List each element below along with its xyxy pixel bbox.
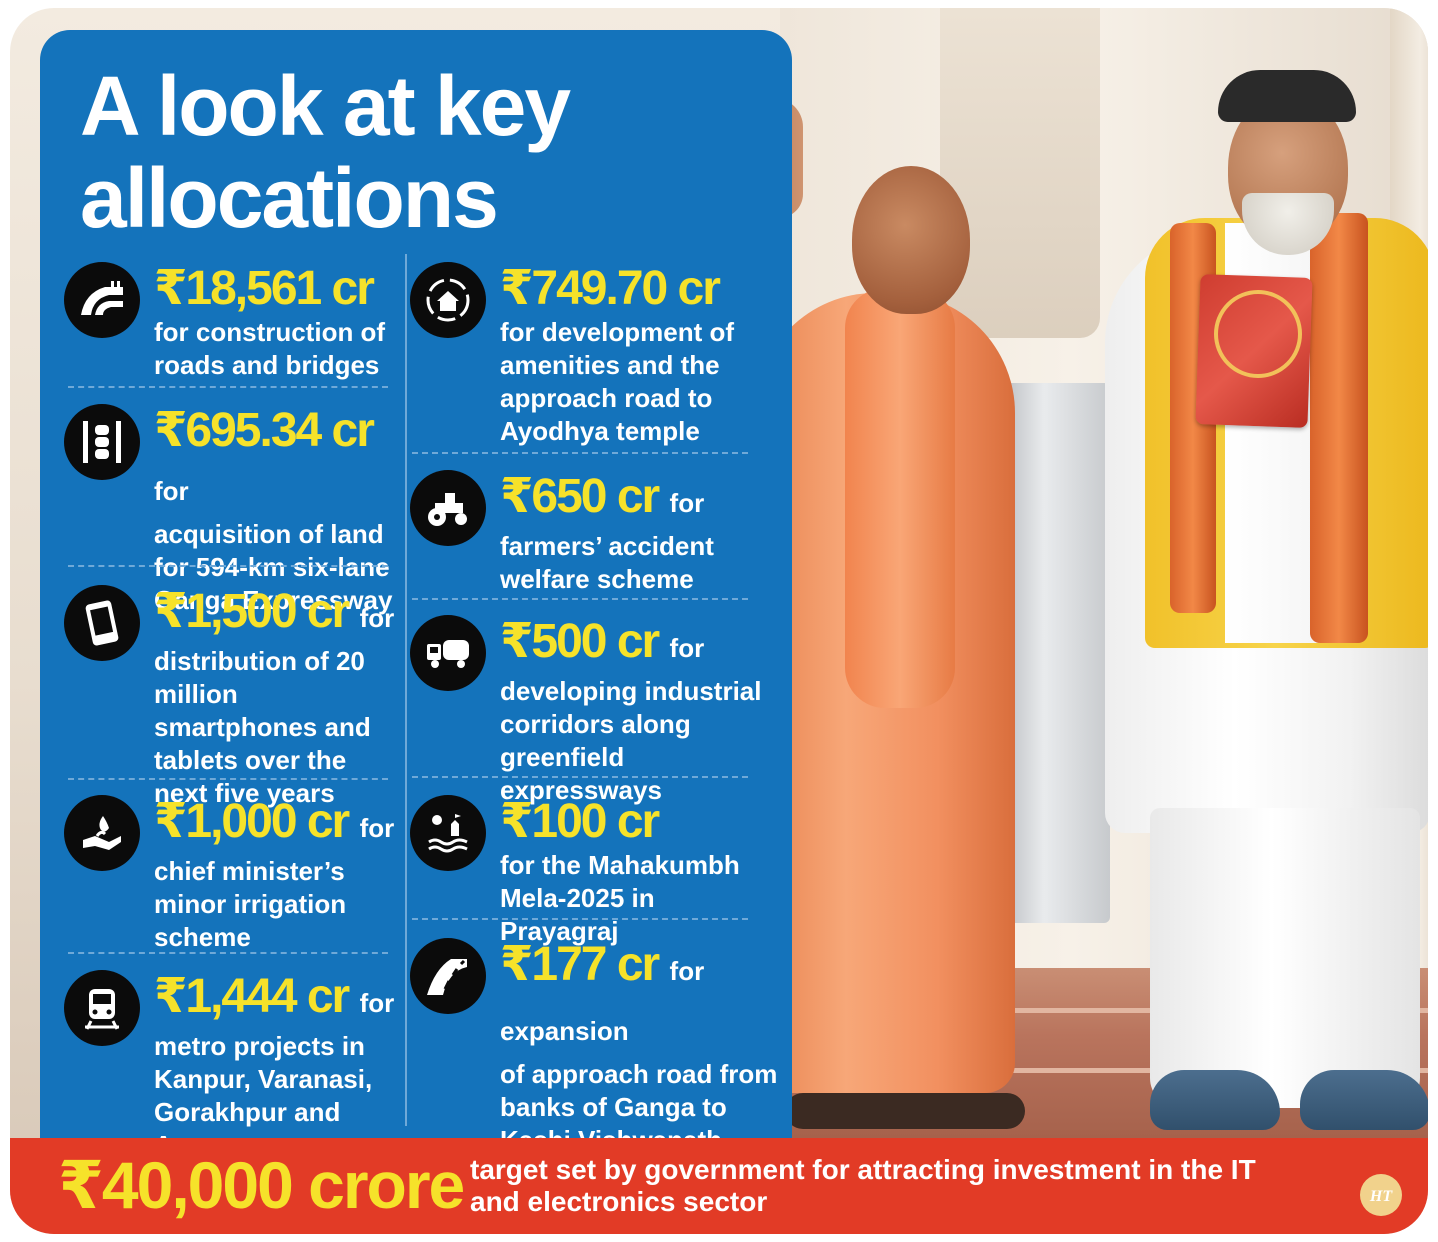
infographic-frame: A look at key allocations ₹18,561 cr for… (10, 8, 1428, 1234)
photo-step-edge (780, 1008, 1428, 1013)
item-separator (412, 452, 748, 454)
expressway-icon (64, 404, 140, 480)
banner-amount: ₹40,000 crore (58, 1148, 465, 1222)
item-separator (412, 776, 748, 778)
allocation-inline-text: for (154, 476, 189, 506)
ht-logo-text: HT (1369, 1188, 1393, 1205)
allocation-inline-text: for (359, 603, 395, 633)
title-line-2: allocations (80, 151, 499, 245)
smartphone-icon (64, 585, 140, 661)
item-separator (412, 918, 748, 920)
banner-description: target set by government for attracting … (470, 1154, 1256, 1217)
allocation-description: for construction of roads and bridges (154, 317, 386, 380)
allocation-description: for the Mahakumbh Mela-2025 in Prayagraj (500, 850, 740, 946)
photo-step-edge (780, 1068, 1428, 1073)
photo-scanner (1000, 383, 1110, 923)
allocation-amount: ₹100 cr (500, 795, 660, 848)
allocation-inline-text: for expansion (500, 956, 705, 1046)
allocation-inline-text: for (359, 988, 395, 1018)
item-separator (68, 386, 388, 388)
allocation-amount: ₹1,000 cr (154, 795, 350, 848)
road-icon (410, 938, 486, 1014)
photo-ministers (10, 8, 1428, 1138)
allocation-amount: ₹177 cr (500, 938, 660, 991)
saffron-scarf (845, 288, 955, 708)
column-divider (405, 254, 407, 1126)
allocation-inline-text: for (359, 813, 395, 843)
truck-icon (410, 615, 486, 691)
sandals (785, 1093, 1025, 1129)
allocation-amount: ₹695.34 cr (154, 404, 375, 457)
item-separator (68, 565, 388, 567)
allocation-amount: ₹1,444 cr (154, 970, 350, 1023)
allocation-inline-text: for (669, 488, 705, 518)
allocation-amount: ₹749.70 cr (500, 262, 721, 315)
tractor-icon (410, 470, 486, 546)
shoe-right (1300, 1070, 1428, 1130)
stole-right (1310, 213, 1368, 643)
allocation-description: for development of amenities and the app… (500, 317, 735, 446)
ht-logo-icon: HT (1360, 1174, 1402, 1216)
allocation-amount: ₹18,561 cr (154, 262, 375, 315)
panel-title: A look at key allocations (80, 59, 571, 245)
item-separator (68, 952, 388, 954)
allocation-description: metro projects in Kanpur, Varanasi, Gora… (154, 1031, 373, 1160)
road-bridge-icon (64, 262, 140, 338)
title-line-1: A look at key (80, 59, 571, 153)
irrigation-icon (64, 795, 140, 871)
allocation-amount: ₹1,500 cr (154, 585, 350, 638)
photo-arch (940, 8, 1100, 338)
white-pyjama (1150, 808, 1420, 1108)
allocation-description: distribution of 20 million smartphones a… (154, 646, 371, 808)
item-separator (412, 598, 748, 600)
allocation-description: developing industrial corridors along gr… (500, 676, 762, 805)
temple-river-icon (410, 795, 486, 871)
shoe-left (1150, 1070, 1280, 1130)
allocation-description: farmers’ accident welfare scheme (500, 531, 714, 594)
allocations-panel: A look at key allocations ₹18,561 cr for… (40, 30, 792, 1188)
allocation-inline-text: for (669, 633, 705, 663)
item-separator (68, 778, 388, 780)
face (852, 166, 970, 314)
allocation-amount: ₹500 cr (500, 615, 660, 668)
black-cap (1218, 70, 1356, 122)
state-emblem (1214, 290, 1302, 378)
investment-banner: ₹40,000 crore target set by government f… (10, 1138, 1428, 1234)
metro-train-icon (64, 970, 140, 1046)
allocation-description: chief minister’s minor irrigation scheme (154, 856, 347, 952)
allocation-amount: ₹650 cr (500, 470, 660, 523)
home-development-icon (410, 262, 486, 338)
allocation-description: acquisition of land for 594-km six-lane … (154, 519, 393, 615)
